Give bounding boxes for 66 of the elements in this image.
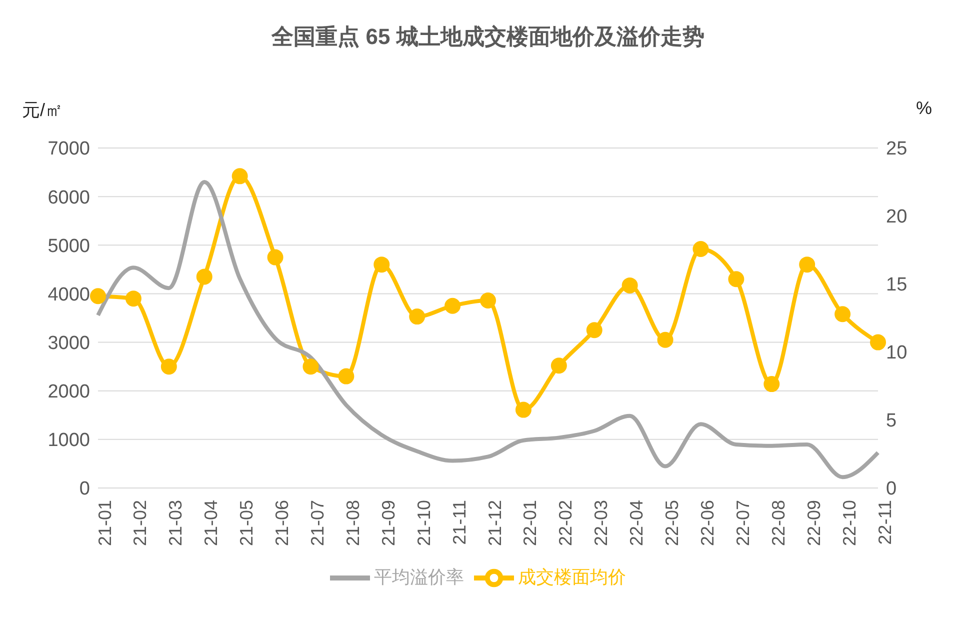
x-tick-label: 22-09 xyxy=(804,500,824,546)
x-tick-label: 21-03 xyxy=(166,500,186,546)
point xyxy=(409,308,426,325)
point xyxy=(799,256,816,273)
point xyxy=(728,271,744,288)
x-tick-label: 21-04 xyxy=(201,500,222,546)
chart-title: 全国重点 65 城土地成交楼面地价及溢价走势 xyxy=(270,23,706,51)
point xyxy=(267,249,284,266)
x-tick-label: 21-10 xyxy=(414,500,434,546)
x-tick-label: 22-06 xyxy=(698,500,718,546)
y2-tick-label: 5 xyxy=(886,410,897,432)
point xyxy=(338,368,354,384)
y-tick-label: 3000 xyxy=(48,333,90,354)
point xyxy=(444,298,461,314)
point xyxy=(125,290,142,307)
point xyxy=(657,332,674,348)
point xyxy=(374,256,390,273)
x-tick-label: 22-03 xyxy=(591,500,612,546)
x-tick-label: 21-08 xyxy=(342,500,363,546)
y-tick-label: 0 xyxy=(79,478,90,500)
point xyxy=(515,402,532,418)
point xyxy=(160,358,177,375)
point xyxy=(692,241,709,258)
x-tick-label: 22-07 xyxy=(732,500,753,546)
legend-label: 平均溢价率 xyxy=(374,566,464,587)
x-tick-label: 22-05 xyxy=(662,500,682,546)
y-axis-title: 元/㎡ xyxy=(22,99,64,122)
y2-tick-label: 20 xyxy=(886,206,908,228)
point xyxy=(90,288,106,304)
y-tick-label: 7000 xyxy=(48,138,90,160)
point xyxy=(550,358,567,374)
y2-axis-title: % xyxy=(916,98,932,119)
x-tick-label: 22-02 xyxy=(556,500,576,546)
y-tick-label: 6000 xyxy=(48,187,90,208)
point xyxy=(232,168,248,184)
x-tick-label: 21-12 xyxy=(484,500,505,546)
y2-tick-label: 10 xyxy=(886,342,908,364)
x-tick-label: 22-04 xyxy=(626,500,647,546)
point xyxy=(302,358,319,375)
x-tick-label: 21-11 xyxy=(449,500,470,545)
y2-tick-label: 25 xyxy=(886,138,908,160)
y-tick-label: 1000 xyxy=(48,430,90,452)
y2-tick-label: 0 xyxy=(886,478,897,500)
x-tick-label: 21-02 xyxy=(130,500,150,546)
point xyxy=(834,306,851,322)
point xyxy=(622,277,638,294)
point xyxy=(870,334,886,350)
x-tick-label: 21-06 xyxy=(272,500,292,546)
x-tick-label: 21-07 xyxy=(308,500,328,546)
point xyxy=(480,292,496,309)
point xyxy=(764,376,780,392)
x-tick-label: 21-09 xyxy=(378,500,398,546)
y-tick-label: 2000 xyxy=(48,382,90,403)
point xyxy=(196,268,212,285)
line-series xyxy=(96,180,880,480)
y-tick-label: 4000 xyxy=(48,284,90,306)
x-tick-label: 22-10 xyxy=(839,500,860,546)
x-tick-label: 22-11 xyxy=(874,500,895,545)
x-tick-label: 21-01 xyxy=(94,500,115,546)
y-tick-label: 5000 xyxy=(48,236,90,257)
x-tick-label: 22-08 xyxy=(768,500,788,546)
point xyxy=(586,322,602,338)
x-tick-label: 22-01 xyxy=(520,500,540,546)
y2-tick-label: 15 xyxy=(886,274,908,296)
x-tick-label: 21-05 xyxy=(236,500,257,546)
legend-label: 成交楼面均价 xyxy=(518,566,626,587)
